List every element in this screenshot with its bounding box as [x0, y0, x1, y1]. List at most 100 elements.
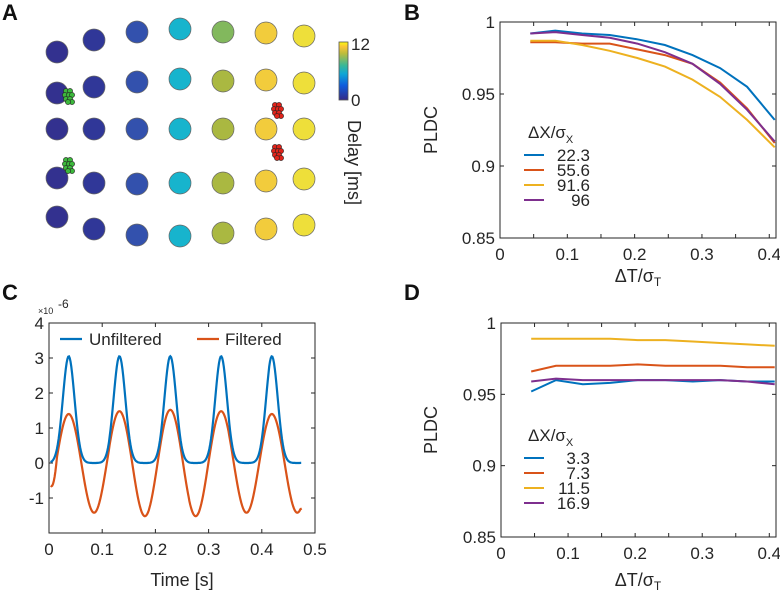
electrode — [82, 117, 106, 141]
series-line-filtered — [50, 408, 303, 518]
series-line-11.5 — [531, 337, 775, 347]
y-tick-label: 0 — [35, 454, 44, 473]
electrode — [211, 221, 235, 245]
y-tick-label: -1 — [29, 489, 44, 508]
electrode — [211, 69, 235, 93]
neuron-marker — [274, 113, 280, 119]
neuron-cluster — [62, 88, 75, 105]
electrode — [125, 223, 149, 247]
axes-box — [499, 21, 777, 239]
x-tick-label: 0.3 — [197, 540, 221, 559]
legend-label: Unfiltered — [89, 330, 162, 349]
legend-label: 91.6 — [557, 176, 590, 195]
electrode-delay-map: 12 0 Delay [ms] — [45, 17, 370, 248]
neuron-cluster — [271, 102, 284, 119]
electrode — [254, 169, 278, 193]
x-tick-label: 0.2 — [623, 245, 647, 264]
legend-label: 55.6 — [557, 161, 590, 180]
x-tick-label: 0 — [496, 544, 505, 563]
electrode — [168, 17, 192, 41]
electrode — [82, 217, 106, 241]
y-tick-label: 1 — [487, 314, 496, 333]
y-tick-label: 1 — [35, 419, 44, 438]
x-tick-label: 0 — [495, 245, 504, 264]
series-line-96 — [530, 31, 776, 143]
x-tick-label: 0.2 — [623, 544, 647, 563]
electrode — [254, 21, 278, 45]
electrode — [292, 24, 316, 48]
series-line-55.6 — [530, 41, 776, 144]
chart-d: PLDC ΔT/σT ΔX/σX 0 0.1 0.2 0.3 0.4 0.85 0.9 0.9… — [421, 314, 780, 593]
electrode — [125, 172, 149, 196]
legend-label: 22.3 — [557, 146, 590, 165]
electrode — [125, 117, 149, 141]
exponent-prefix: ×10 — [38, 306, 53, 316]
x-axis-label: ΔT/σT — [615, 266, 662, 289]
y-tick-label: 0.95 — [462, 85, 495, 104]
neuron-marker — [274, 155, 280, 161]
neuron-cluster — [271, 144, 284, 161]
legend-label: Filtered — [225, 330, 282, 349]
electrode — [211, 117, 235, 141]
panel-label-a: A — [2, 0, 18, 25]
x-tick-label: 0.4 — [250, 540, 274, 559]
y-tick-label: 3 — [35, 349, 44, 368]
panel-label-d: D — [404, 280, 420, 305]
legend-label: 7.3 — [566, 464, 590, 483]
colorbar-min-label: 0 — [351, 91, 360, 110]
y-tick-label: 1 — [486, 13, 495, 32]
y-tick-label: 0.85 — [462, 229, 495, 248]
electrode — [82, 28, 106, 52]
x-tick-label: 0.1 — [90, 540, 114, 559]
y-tick-label: 0.85 — [463, 528, 496, 547]
y-axis-label: PLDC — [421, 406, 441, 454]
x-tick-label: 0.5 — [303, 540, 327, 559]
electrode — [292, 117, 316, 141]
electrode — [82, 171, 106, 195]
series-line-7.3 — [530, 363, 775, 373]
x-axis-label: Time [s] — [150, 570, 213, 590]
electrode — [45, 205, 69, 229]
x-tick-label: 0.4 — [757, 245, 780, 264]
electrode — [292, 213, 316, 237]
legend-title: ΔX/σX — [528, 123, 574, 146]
neuron-marker — [65, 99, 71, 105]
electrode — [45, 40, 69, 64]
series-line-unfiltered — [50, 354, 302, 465]
electrode — [168, 67, 192, 91]
legend-label: 96 — [571, 191, 590, 210]
series-line-91.6 — [530, 39, 776, 149]
electrode — [168, 224, 192, 248]
y-tick-label: 0.9 — [471, 157, 495, 176]
x-tick-label: 0.4 — [757, 544, 780, 563]
y-tick-label: 0.95 — [463, 385, 496, 404]
electrode — [211, 20, 235, 44]
electrode — [254, 217, 278, 241]
electrode — [125, 20, 149, 44]
colorbar-max-label: 12 — [351, 35, 370, 54]
electrode — [168, 171, 192, 195]
y-axis-label: PLDC — [421, 106, 441, 154]
y-tick-label: 4 — [35, 314, 44, 333]
chart-c: Time [s] ×10 -6 0 0.1 0.2 0.3 0.4 0.5 -1 0 1 2 3 4 U… — [29, 297, 327, 590]
neuron-cluster — [62, 157, 75, 174]
colorbar-label: Delay [ms] — [344, 120, 364, 205]
legend-label: 16.9 — [557, 494, 590, 513]
legend-title: ΔX/σX — [528, 426, 574, 449]
x-tick-label: 0.3 — [690, 544, 714, 563]
x-axis-label: ΔT/σT — [615, 570, 662, 593]
x-tick-label: 0.1 — [556, 544, 580, 563]
y-tick-label: 0.9 — [472, 457, 496, 476]
electrode — [254, 68, 278, 92]
series-line-22.3 — [530, 29, 776, 121]
electrode — [125, 70, 149, 94]
electrode — [82, 75, 106, 99]
x-tick-label: 0.3 — [690, 245, 714, 264]
legend-label: 3.3 — [566, 449, 590, 468]
x-tick-label: 0.2 — [144, 540, 168, 559]
exponent-power: -6 — [58, 297, 69, 311]
electrode — [292, 167, 316, 191]
electrode — [45, 166, 69, 190]
electrode — [254, 117, 278, 141]
